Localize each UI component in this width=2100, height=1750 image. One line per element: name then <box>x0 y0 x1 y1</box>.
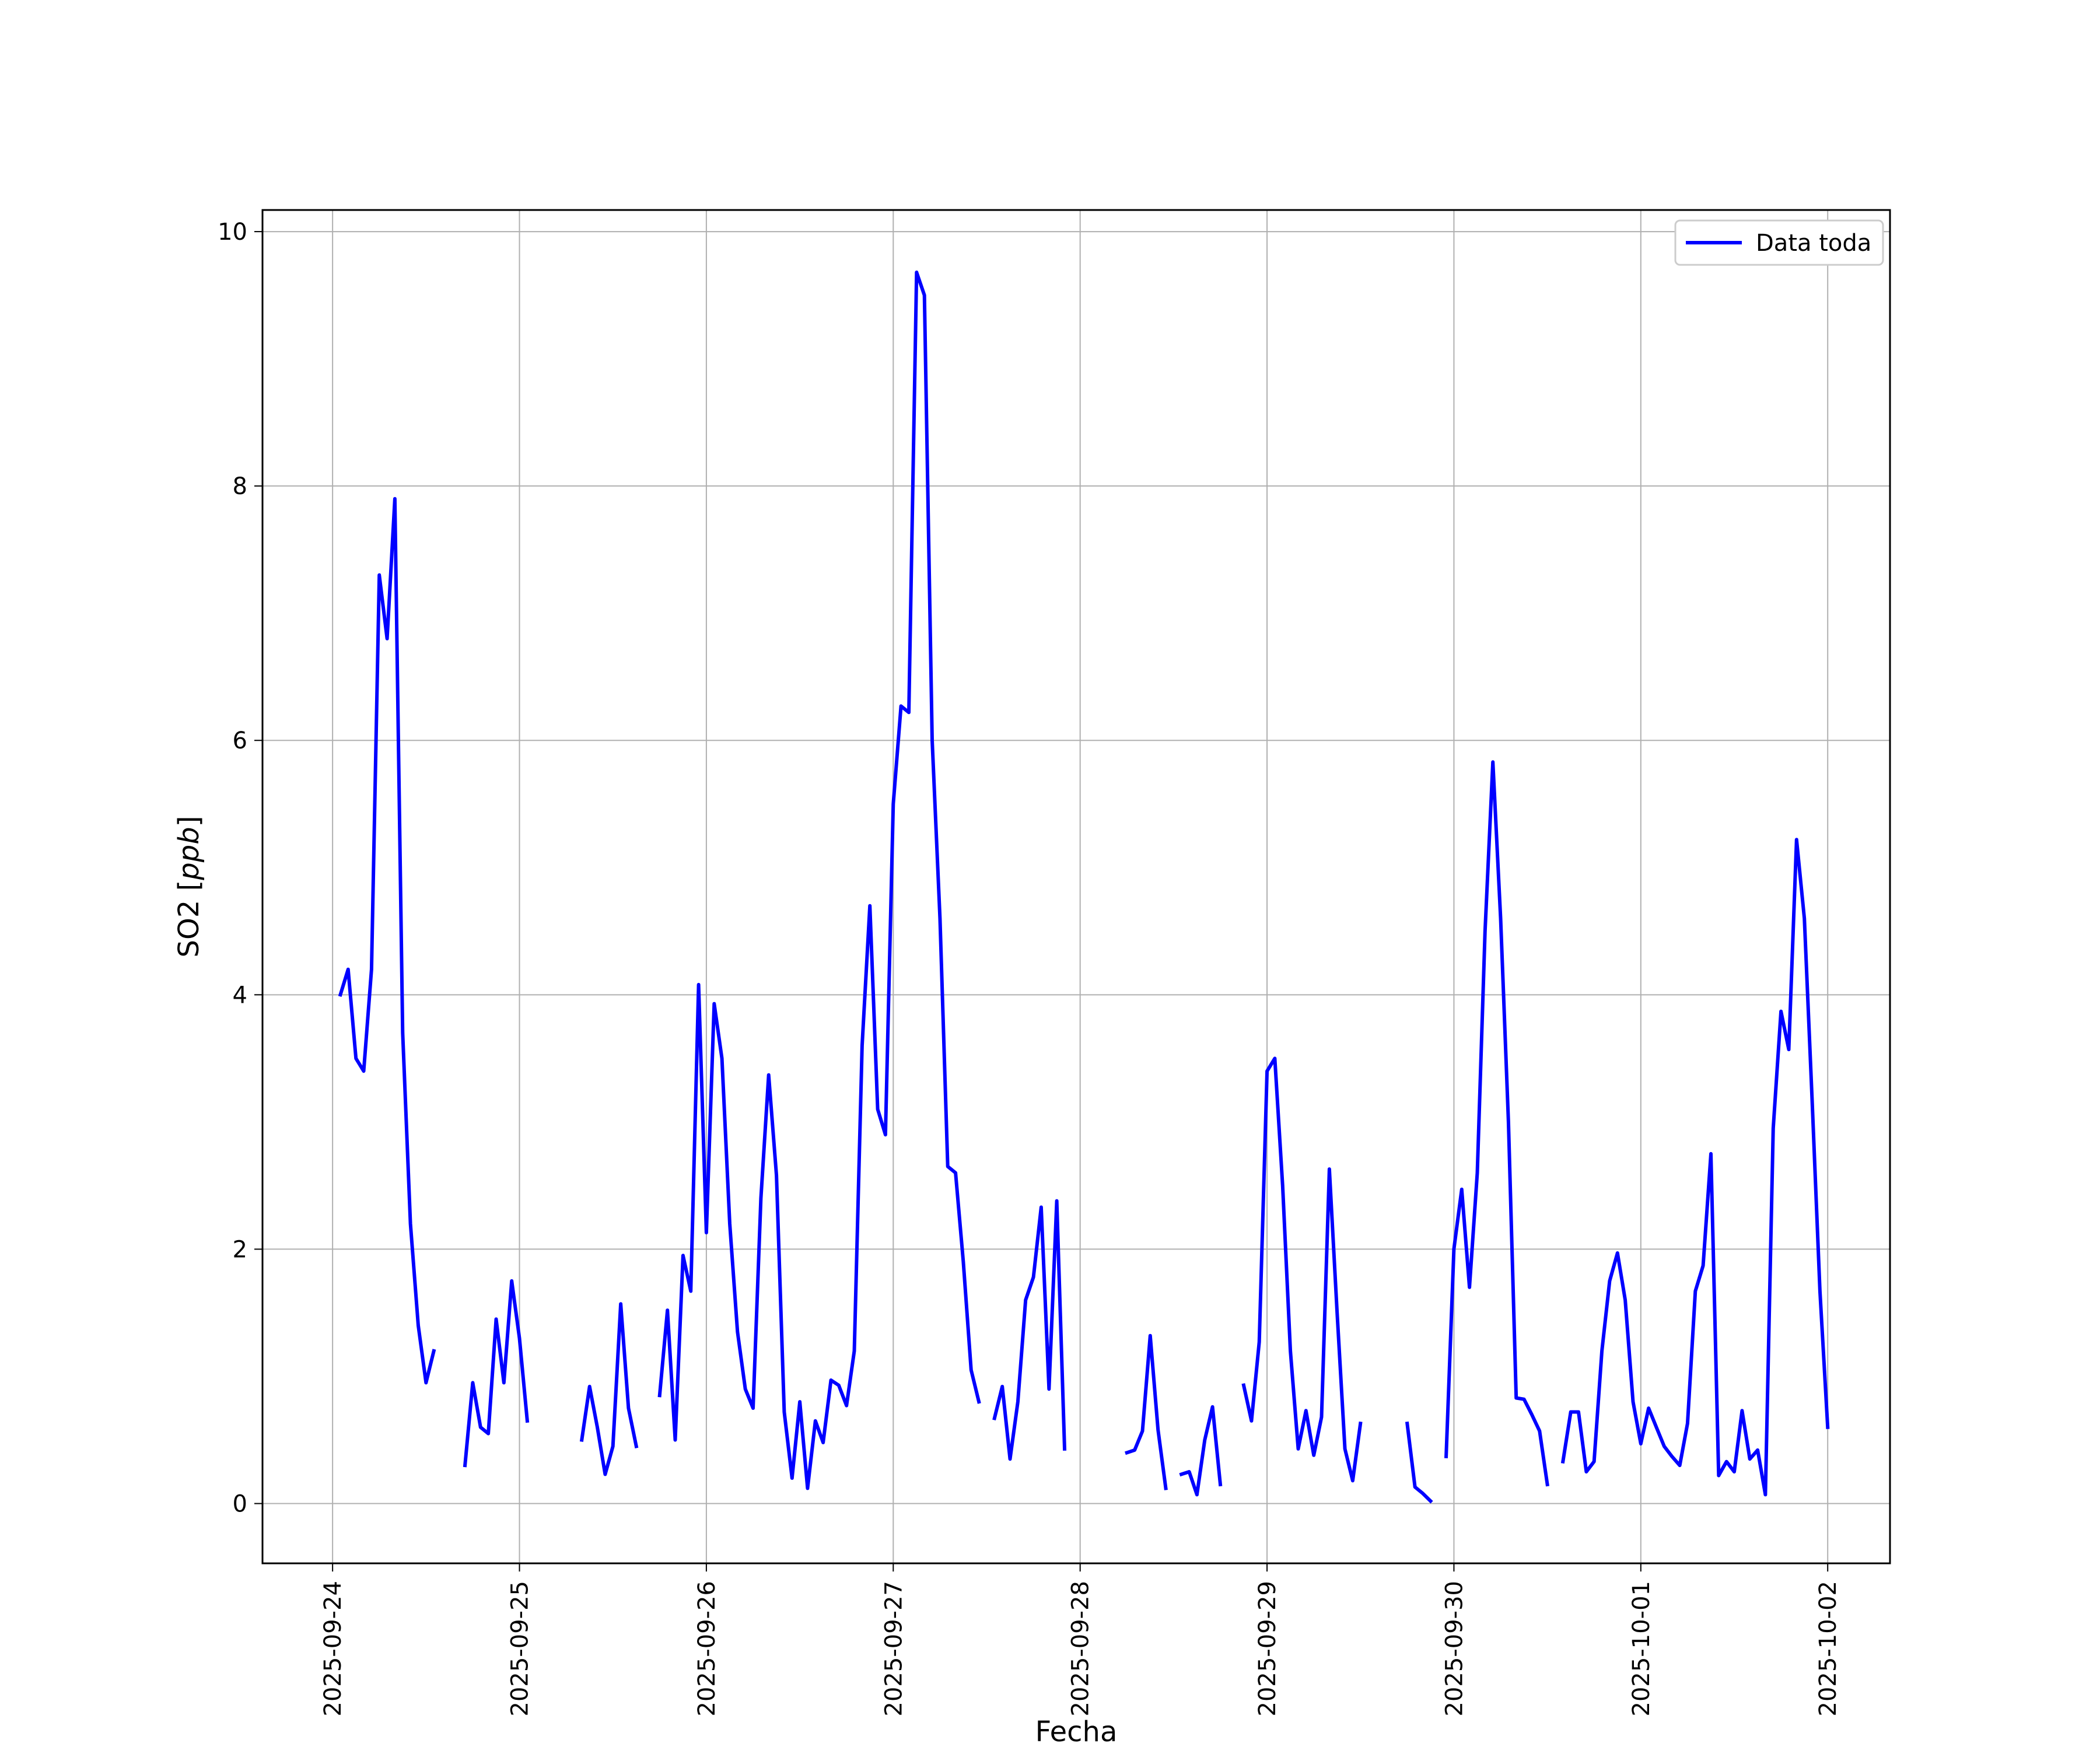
y-tick-label: 6 <box>233 727 247 754</box>
series-line-segment <box>579 1302 639 1476</box>
x-tick-label: 2025-09-26 <box>694 1581 720 1716</box>
y-tick-label: 8 <box>233 473 247 500</box>
y-axis-label-unit: ppb <box>173 827 205 880</box>
x-tick-label: 2025-10-01 <box>1628 1581 1655 1716</box>
legend-label: Data toda <box>1756 230 1871 257</box>
series-line-segment <box>1444 760 1550 1487</box>
y-axis-label-prefix: SO2 [ <box>173 880 205 958</box>
series-line-segment <box>1125 1334 1168 1490</box>
x-tick-label: 2025-09-24 <box>320 1581 346 1716</box>
x-tick-label: 2025-09-27 <box>880 1581 907 1716</box>
legend-box <box>1674 219 1884 266</box>
axis-ticks: 2025-09-24 2025-09-25 2025-09-26 2025-09-27… <box>218 219 1842 1716</box>
y-tick-label: 0 <box>233 1491 247 1518</box>
grid-lines <box>262 210 1890 1563</box>
x-axis-label: Fecha <box>1035 1716 1118 1748</box>
x-tick-label: 2025-09-30 <box>1441 1581 1468 1716</box>
series-line-segment <box>1405 1421 1433 1504</box>
data-series-lines <box>338 270 1830 1504</box>
x-tick-label: 2025-09-25 <box>507 1581 534 1716</box>
series-line-segment <box>1241 1056 1363 1483</box>
y-axis-label: SO2 [ppb] <box>173 816 205 958</box>
x-tick-label: 2025-09-29 <box>1254 1581 1281 1716</box>
series-line-segment <box>657 270 981 1490</box>
y-tick-label: 4 <box>233 982 247 1009</box>
series-line-segment <box>463 1279 530 1468</box>
y-axis-label-suffix: ] <box>173 816 205 827</box>
legend: Data toda <box>1674 219 1884 266</box>
x-tick-label: 2025-09-28 <box>1068 1581 1094 1716</box>
plot-frame <box>261 209 1891 1564</box>
series-line-segment <box>1560 838 1830 1497</box>
series-line-segment <box>338 497 436 1385</box>
x-tick-label: 2025-10-02 <box>1815 1581 1842 1716</box>
series-line-segment <box>992 1199 1067 1461</box>
series-line-segment <box>1179 1405 1223 1497</box>
y-tick-label: 10 <box>218 219 247 246</box>
y-tick-label: 2 <box>233 1236 247 1263</box>
